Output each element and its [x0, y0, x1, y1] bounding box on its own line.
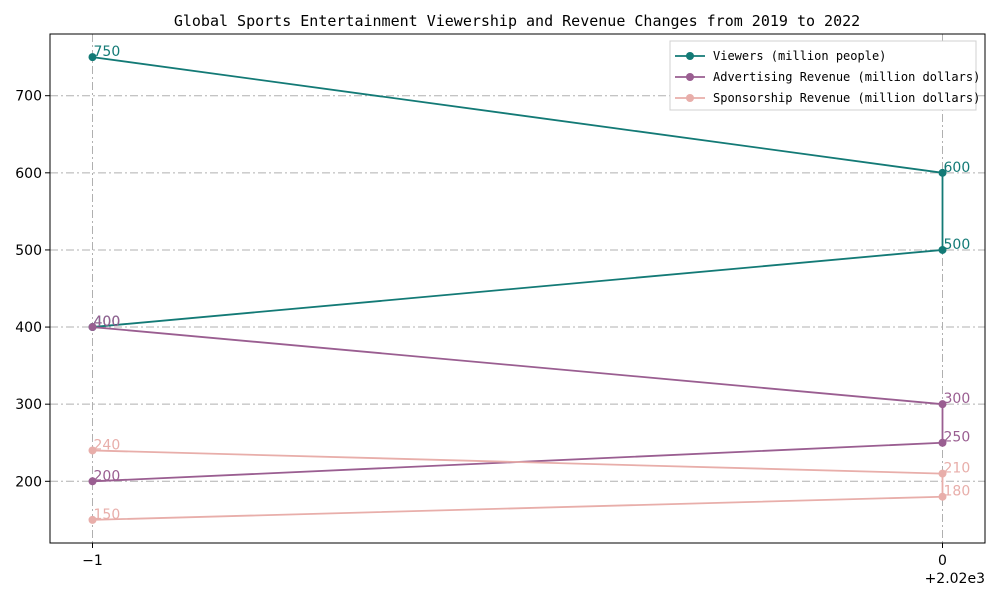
legend-box: [669, 40, 977, 111]
data-label: 210: [944, 461, 971, 477]
y-tick-label: 200: [15, 474, 42, 490]
y-tick-label: 600: [15, 166, 42, 182]
data-label: 750: [94, 44, 121, 60]
legend: Viewers (million people) Advertising Reve…: [669, 40, 980, 111]
data-label: 240: [94, 437, 121, 453]
data-point: [88, 515, 97, 524]
x-axis-offset-label: +2.02e3: [925, 571, 985, 587]
series-layer: [92, 56, 944, 521]
y-tick-label: 500: [15, 243, 42, 259]
y-tick-label: 400: [15, 320, 42, 336]
data-label: 180: [944, 484, 971, 500]
legend-label: Viewers (million people): [713, 49, 886, 63]
data-label: 400: [94, 314, 121, 330]
data-point: [938, 168, 947, 177]
legend-marker: [686, 52, 694, 60]
y-tick-label: 300: [15, 397, 42, 413]
plot-frame: [49, 33, 986, 544]
grid-layer: [50, 34, 985, 543]
legend-label: Sponsorship Revenue (million dollars): [713, 91, 980, 105]
data-label: 500: [944, 237, 971, 253]
data-point: [938, 400, 947, 409]
data-point: [938, 469, 947, 478]
chart-title: Global Sports Entertainment Viewership a…: [174, 12, 860, 30]
legend-marker: [686, 94, 694, 102]
data-point: [88, 446, 97, 455]
data-label: 600: [944, 160, 971, 176]
legend-label: Advertising Revenue (million dollars): [713, 70, 980, 84]
data-label: 150: [94, 507, 121, 523]
series-line-3: [92, 449, 944, 521]
legend-marker: [686, 73, 694, 81]
legend-items: Viewers (million people) Advertising Reve…: [675, 49, 980, 105]
axis-layer: −1 0 200 300 400 500 600 700: [15, 33, 986, 569]
data-point: [88, 323, 97, 332]
data-label: 300: [944, 391, 971, 407]
x-tick-label: 0: [938, 553, 947, 569]
data-label: 200: [94, 468, 121, 484]
data-point: [938, 438, 947, 447]
point-layer: [88, 53, 947, 524]
data-point: [938, 245, 947, 254]
data-point: [88, 53, 97, 62]
x-tick-label: −1: [82, 553, 103, 569]
data-label: 250: [944, 430, 971, 446]
data-point: [938, 492, 947, 501]
y-tick-label: 700: [15, 89, 42, 105]
data-label: 400: [94, 314, 121, 330]
data-point: [88, 477, 97, 486]
series-line-1: [92, 56, 944, 328]
